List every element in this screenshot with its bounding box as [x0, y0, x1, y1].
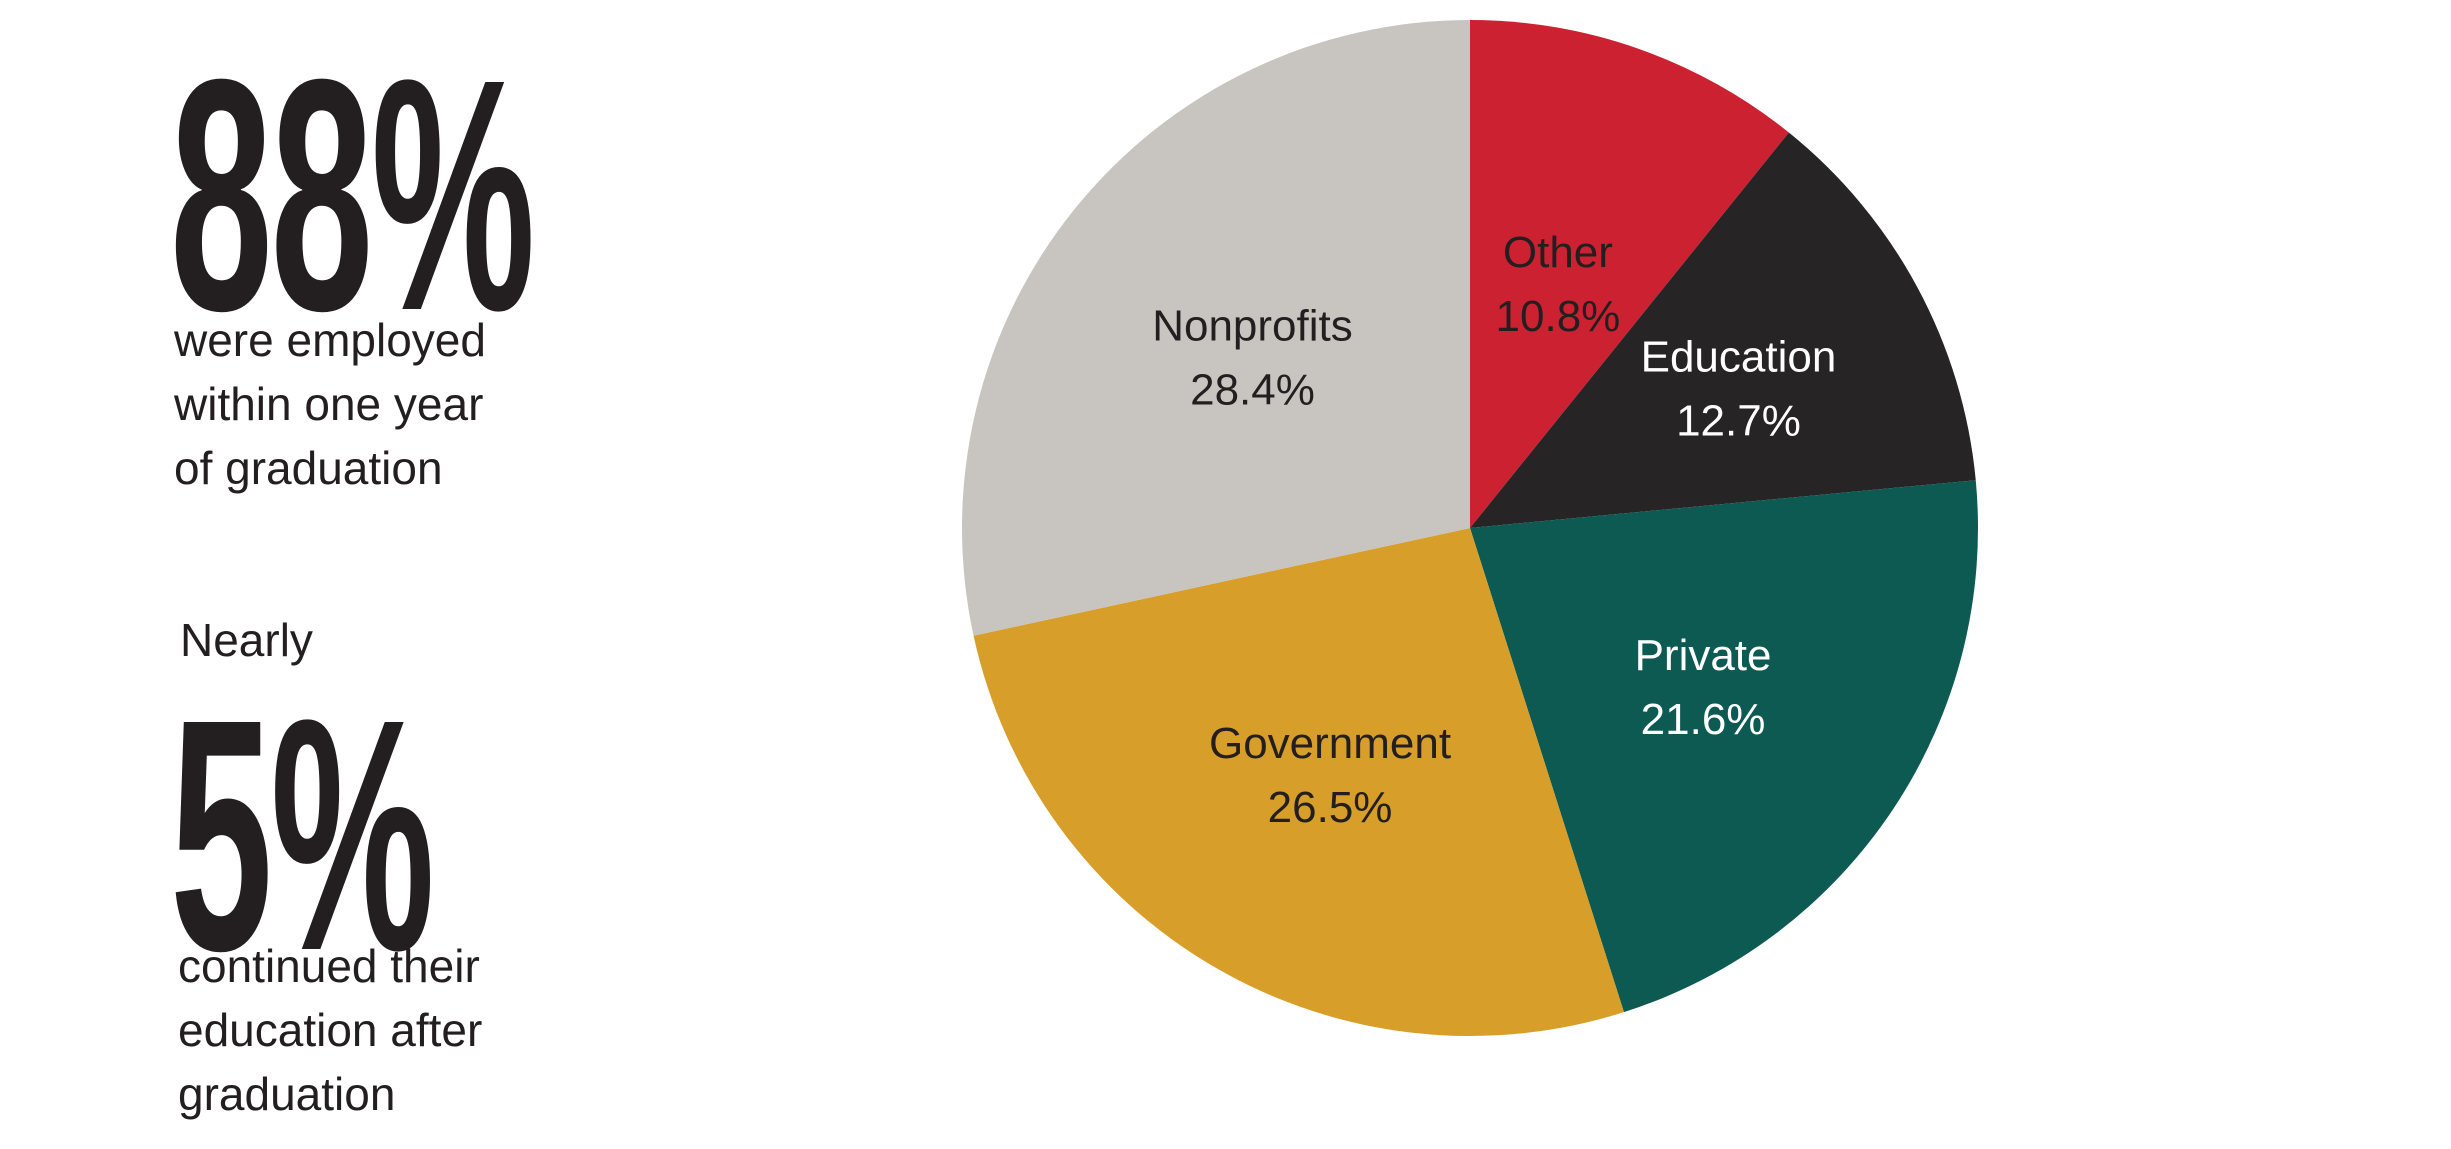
slice-value-education: 12.7%	[1676, 397, 1801, 446]
slice-label-other: Other	[1503, 228, 1613, 277]
slice-value-nonprofits: 28.4%	[1190, 366, 1315, 415]
slice-label-nonprofits: Nonprofits	[1152, 302, 1353, 351]
pie-slice-government	[973, 528, 1624, 1036]
slice-label-education: Education	[1641, 333, 1837, 382]
slice-label-government: Government	[1209, 719, 1451, 768]
slice-value-government: 26.5%	[1268, 783, 1393, 832]
pie-slice-private	[1470, 480, 1978, 1013]
employment-stat: 88% were employed within one year of gra…	[170, 30, 870, 500]
pie-slice-other	[1470, 20, 1789, 528]
continued-education-stat: Nearly 5% continued their education afte…	[170, 610, 639, 1126]
slice-value-private: 21.6%	[1641, 695, 1766, 744]
continued-education-prefix: Nearly	[180, 614, 313, 666]
slice-value-other: 10.8%	[1496, 292, 1621, 341]
stats-panel: 88% were employed within one year of gra…	[170, 30, 870, 1121]
continued-education-caption: continued their education after graduati…	[178, 940, 483, 1120]
pie-slice-nonprofits	[962, 20, 1470, 636]
pie-slice-education	[1470, 132, 1976, 529]
employment-caption: were employed within one year of graduat…	[174, 314, 486, 494]
slice-label-private: Private	[1635, 631, 1772, 680]
